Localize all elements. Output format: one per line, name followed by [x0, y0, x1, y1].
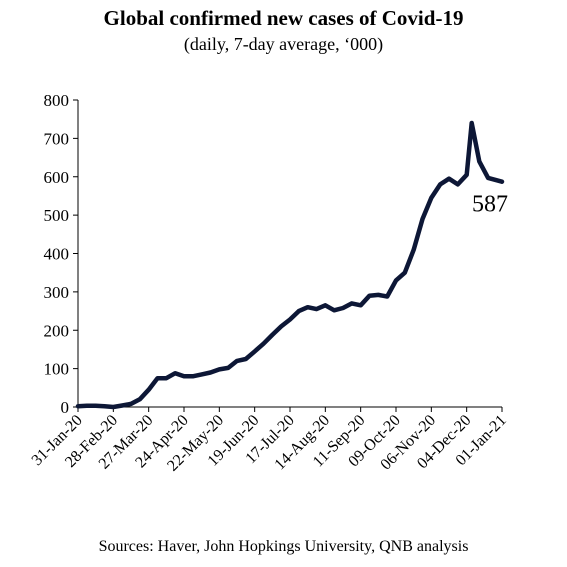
x-axis: 31-Jan-2028-Feb-2027-Mar-2024-Apr-2022-M…	[29, 406, 510, 475]
y-axis: 0 100 200 300 400 500 600 700 800	[44, 91, 79, 417]
y-tick-label: 100	[44, 360, 70, 379]
y-tick-label: 300	[44, 283, 70, 302]
y-tick-label: 200	[44, 321, 70, 340]
y-tick-label: 600	[44, 168, 70, 187]
chart-title: Global confirmed new cases of Covid-19	[103, 6, 464, 30]
chart-subtitle: (daily, 7-day average, ‘000)	[183, 34, 384, 54]
y-tick-label: 700	[44, 129, 70, 148]
series	[75, 120, 505, 410]
chart-source: Sources: Haver, John Hopkings University…	[98, 538, 469, 555]
series-line	[75, 120, 505, 410]
end-value-label: 587	[472, 192, 508, 218]
y-tick-label: 500	[44, 206, 70, 225]
y-tick-label: 400	[44, 245, 70, 264]
y-tick-label: 0	[61, 398, 70, 417]
y-tick-label: 800	[44, 91, 70, 110]
